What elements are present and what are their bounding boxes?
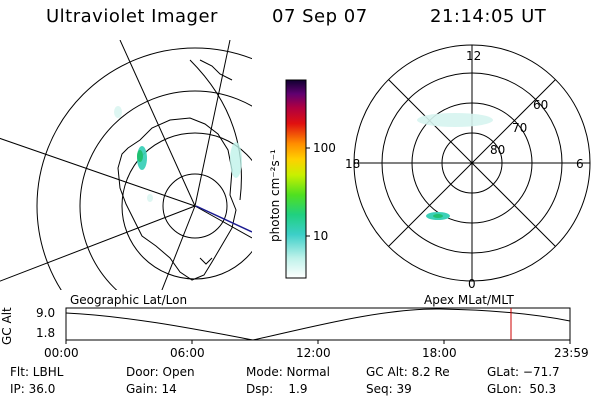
time-label: 21:14:05 UT [430, 6, 547, 27]
seq-info: Seq: 39 [366, 382, 412, 396]
dsp-info: Dsp: 1.9 [246, 382, 308, 396]
colorbar-unit-label: photon cm⁻²s⁻¹ [268, 149, 282, 242]
lon-line [189, 59, 242, 201]
gain-info: Gain: 14 [126, 382, 177, 396]
time-axis-tick: 06:00 [170, 346, 205, 360]
lon-line [0, 137, 196, 207]
left-frame-label: Geographic Lat/Lon [70, 293, 188, 307]
glon-info: GLon: 50.3 [487, 382, 557, 396]
colorbar-scale [285, 79, 307, 279]
time-axis-tick: 00:00 [44, 346, 79, 360]
aurora-emission [137, 150, 143, 162]
mlt-label-12: 12 [466, 49, 482, 63]
time-axis-tick: 23:59 [554, 346, 589, 360]
altitude-y-tick: 1.8 [36, 326, 56, 340]
lon-line [194, 205, 252, 239]
filter-info: Flt: LBHL [10, 365, 64, 379]
coastline [117, 117, 237, 281]
time-axis-tick: 12:00 [296, 346, 331, 360]
lat-circle [162, 173, 228, 239]
altitude-strip [65, 307, 571, 344]
lon-line [119, 40, 196, 207]
mlat-label-60: 60 [533, 98, 549, 112]
mode-info: Mode: Normal [246, 365, 330, 379]
right-frame-label: Apex MLat/MLT [424, 293, 514, 307]
mlat-label-70: 70 [512, 121, 528, 135]
colorbar [285, 79, 310, 279]
aurora-emission [114, 106, 122, 118]
geographic-map [0, 40, 252, 290]
date-label: 07 Sep 07 [272, 6, 368, 27]
mlt-label-0: 0 [468, 277, 476, 291]
time-axis-tick: 18:00 [422, 346, 457, 360]
lat-circle [36, 47, 252, 290]
colorbar-tick-label: 10 [313, 229, 329, 243]
lon-line [0, 205, 196, 282]
gc-alt-info: GC Alt: 8.2 Re [366, 365, 450, 379]
aurora-emission [230, 142, 242, 178]
coastline [199, 59, 233, 81]
instrument-title: Ultraviolet Imager [46, 6, 218, 27]
mlt-label-6: 6 [576, 157, 584, 171]
aurora-emission [433, 214, 443, 218]
lon-line [161, 205, 196, 290]
glat-info: GLat: −71.7 [487, 365, 560, 379]
mlt-line-diag [388, 79, 556, 247]
ip-info: IP: 36.0 [10, 382, 56, 396]
mlat-label-80: 80 [490, 143, 506, 157]
aurora-emission [147, 194, 153, 202]
polar-mlt-plot [353, 44, 591, 282]
altitude-curve [65, 308, 571, 341]
lon-line [194, 40, 231, 207]
altitude-y-tick: 9.0 [36, 306, 56, 320]
aurora-emission [417, 113, 493, 127]
colorbar-tick-label: 100 [313, 141, 336, 155]
door-info: Door: Open [126, 365, 195, 379]
altitude-frame [65, 307, 571, 341]
spacecraft-track [195, 205, 252, 233]
altitude-axis-label: GC Alt [0, 307, 14, 345]
lat-circle [79, 90, 252, 290]
coastline [199, 257, 213, 265]
mlt-label-18: 18 [345, 157, 361, 171]
